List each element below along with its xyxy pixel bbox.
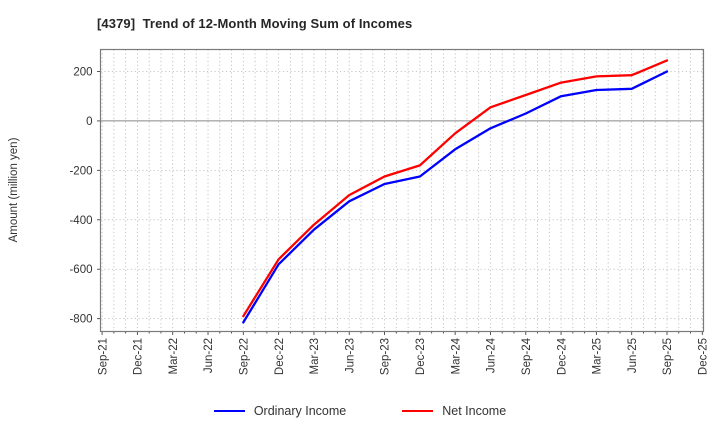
net-income-line-swatch: [402, 410, 434, 412]
x-tick-label: Mar-25: [592, 338, 604, 374]
x-tick-label: Dec-22: [274, 338, 286, 375]
legend-label-net-income: Net Income: [442, 404, 507, 418]
x-tick-label: Jun-25: [627, 338, 639, 373]
x-tick-labels: Sep-21 Dec-21 Mar-22 Jun-22 Sep-22 Dec-22 Mar-…: [97, 337, 709, 375]
x-tick-label: Dec-23: [415, 338, 427, 375]
x-tick-label: Jun-24: [486, 337, 498, 373]
x-tick-label: Jun-23: [344, 338, 356, 373]
net-income-line: [242, 59, 669, 318]
x-tick-label: Sep-24: [521, 337, 533, 375]
legend-item-net-income: Net Income: [402, 404, 506, 418]
x-tick-label: Dec-21: [133, 338, 145, 375]
axis-ticks: [97, 71, 703, 335]
legend-label-ordinary-income: Ordinary Income: [253, 404, 347, 418]
ordinary-income-line: [242, 70, 669, 324]
x-tick-label: Sep-22: [239, 338, 251, 375]
chart-title: [4379] Trend of 12-Month Moving Sum of I…: [97, 16, 413, 31]
y-tick-label: -400: [69, 215, 92, 227]
y-tick-label: -600: [69, 264, 92, 276]
y-tick-label: -800: [69, 314, 92, 326]
x-tick-label: Sep-25: [662, 338, 674, 375]
x-tick-label: Mar-22: [168, 338, 180, 374]
x-tick-label: Jun-22: [203, 338, 215, 373]
ordinary-income-line-swatch: [213, 410, 245, 412]
x-tick-label: Mar-23: [309, 338, 321, 374]
y-tick-label: 200: [73, 66, 92, 78]
x-tick-label: Dec-25: [698, 338, 710, 375]
x-gridlines: [101, 49, 703, 332]
x-tick-label: Mar-24: [450, 337, 462, 374]
y-tick-label: 0: [86, 116, 92, 128]
plot-border: [99, 48, 705, 333]
y-tick-labels: 200 0 -200 -400 -600 -800: [69, 66, 92, 325]
legend: Ordinary Income Net Income: [0, 404, 720, 418]
x-tick-label: Sep-21: [97, 338, 109, 375]
x-tick-label: Sep-23: [380, 338, 392, 375]
y-gridlines: [100, 71, 704, 320]
y-tick-label: -200: [69, 165, 92, 177]
x-tick-label: Dec-24: [556, 337, 568, 375]
legend-item-ordinary-income: Ordinary Income: [213, 404, 347, 418]
